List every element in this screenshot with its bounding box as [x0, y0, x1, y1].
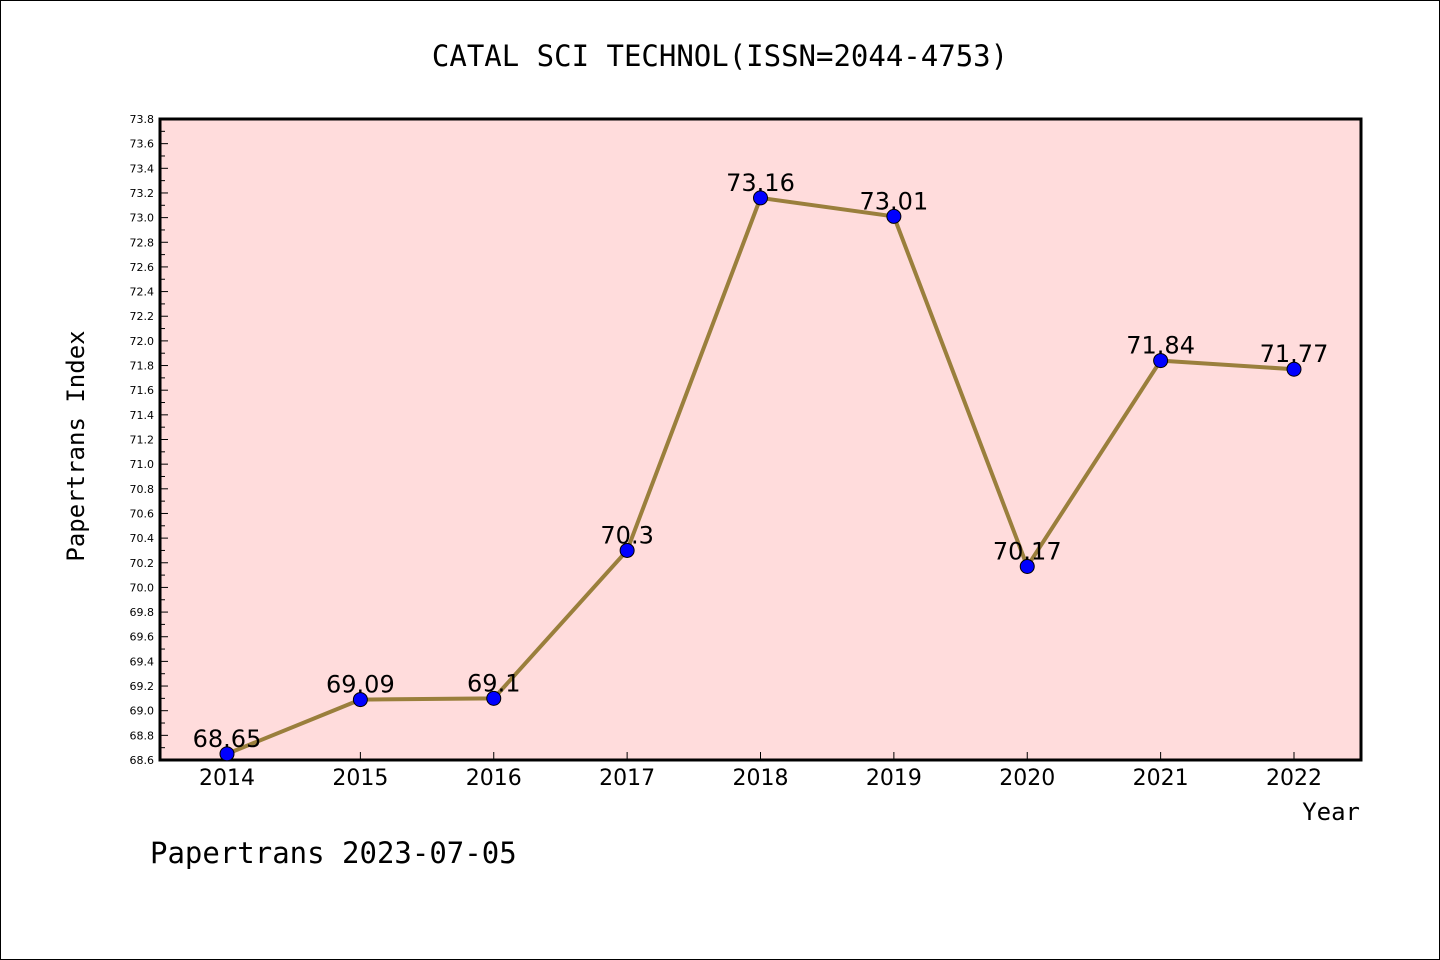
- y-tick-label: 69.0: [130, 705, 155, 718]
- data-label: 69.1: [467, 669, 520, 697]
- y-tick-label: 71.4: [130, 409, 155, 422]
- x-tick-label: 2015: [332, 766, 388, 791]
- x-tick-label: 2016: [466, 766, 522, 791]
- y-tick-label: 70.8: [130, 483, 155, 496]
- plot-area: [158, 117, 1363, 762]
- y-tick-label: 69.2: [130, 680, 155, 693]
- data-label: 68.65: [193, 725, 262, 753]
- y-tick-label: 72.4: [130, 286, 155, 299]
- data-label: 71.84: [1126, 332, 1195, 360]
- x-axis: 2014 2015 2016 2017 2018 2019 2020 2021 2022: [199, 752, 1322, 791]
- x-axis-label: Year: [1302, 798, 1360, 826]
- data-point-marker: [219, 746, 235, 762]
- footer-text: Papertrans 2023-07-05: [150, 836, 517, 870]
- y-tick-label: 73.8: [130, 113, 155, 126]
- data-label: 69.09: [326, 671, 395, 699]
- y-tick-label: 72.6: [130, 261, 155, 274]
- chart-title: CATAL SCI TECHNOL(ISSN=2044-4753): [432, 39, 1008, 73]
- y-tick-label: 70.4: [130, 532, 155, 545]
- y-tick-label: 72.2: [130, 310, 155, 323]
- x-tick-label: 2018: [733, 766, 789, 791]
- data-label: 71.77: [1260, 340, 1329, 368]
- data-point-marker: [1019, 558, 1035, 574]
- y-tick-label: 71.8: [130, 360, 155, 373]
- data-label: 73.01: [860, 187, 929, 215]
- y-tick-label: 71.2: [130, 434, 155, 447]
- y-axis: 68.6 68.8 69.0 69.2 69.4 69.6 69.8 70.0 70.2 70.4…: [130, 113, 168, 767]
- y-tick-label: 70.6: [130, 507, 155, 520]
- data-label: 73.16: [726, 169, 795, 197]
- data-label: 70.17: [993, 537, 1062, 565]
- x-tick-label: 2014: [199, 766, 255, 791]
- x-tick-label: 2020: [999, 766, 1055, 791]
- y-tick-label: 72.0: [130, 335, 155, 348]
- data-label: 70.3: [600, 521, 653, 549]
- y-tick-label: 73.6: [130, 138, 155, 151]
- y-tick-label: 73.2: [130, 187, 155, 200]
- y-tick-label: 69.6: [130, 631, 155, 644]
- data-point-marker: [619, 542, 635, 558]
- series-line-group: 68.65 69.09 69.1 70.3 73.16 73.01 70.17 71.84 71…: [193, 169, 1329, 762]
- y-tick-label: 73.0: [130, 212, 155, 225]
- x-tick-label: 2019: [866, 766, 922, 791]
- y-tick-label: 69.8: [130, 606, 155, 619]
- x-tick-label: 2017: [599, 766, 655, 791]
- y-tick-label: 71.0: [130, 458, 155, 471]
- y-tick-label: 70.2: [130, 557, 155, 570]
- y-tick-label: 69.4: [130, 655, 155, 668]
- x-tick-label: 2022: [1266, 766, 1322, 791]
- y-axis-label: Papertrans Index: [62, 330, 90, 561]
- y-tick-label: 68.8: [130, 729, 155, 742]
- x-tick-label: 2021: [1133, 766, 1189, 791]
- y-tick-label: 70.0: [130, 581, 155, 594]
- data-point-marker: [753, 190, 768, 206]
- y-tick-label: 72.8: [130, 236, 155, 249]
- data-point-marker: [486, 690, 502, 706]
- data-point-marker: [1286, 361, 1302, 377]
- y-tick-label: 73.4: [130, 162, 155, 175]
- data-point-marker: [1153, 353, 1169, 369]
- y-tick-label: 71.6: [130, 384, 155, 397]
- y-tick-label: 68.6: [130, 754, 155, 767]
- data-point-marker: [886, 208, 902, 224]
- data-point-marker: [352, 692, 368, 708]
